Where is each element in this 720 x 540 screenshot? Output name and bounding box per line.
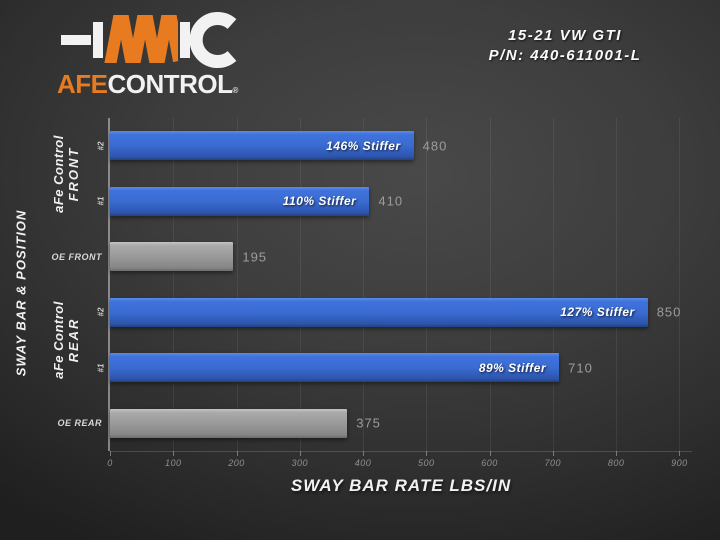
x-tick-label: 300 xyxy=(291,458,309,468)
group-label-position: FRONT xyxy=(66,146,81,201)
bar-value: 480 xyxy=(422,138,448,154)
x-tick-label: 800 xyxy=(607,458,625,468)
bar: 146% Stiffer xyxy=(110,131,414,161)
brand-wordmark: AFECONTROL® xyxy=(57,69,238,100)
vehicle-title: 15-21 VW GTI xyxy=(508,27,622,44)
x-tick xyxy=(426,451,428,456)
bar xyxy=(110,242,234,272)
group-label-series: aFe Control xyxy=(51,134,66,213)
y-axis-line xyxy=(108,118,110,451)
bar: 110% Stiffer xyxy=(110,186,370,216)
x-tick xyxy=(363,451,365,456)
x-tick-label: 700 xyxy=(544,458,562,468)
grid-line xyxy=(236,118,238,451)
grid-line xyxy=(552,118,554,451)
bar-tick-label: #1 xyxy=(96,196,106,206)
x-axis-line xyxy=(110,451,692,452)
x-axis-title: SWAY BAR RATE LBS/IN xyxy=(290,476,512,495)
header-title: 15-21 VW GTI P/N: 440-611001-L xyxy=(415,26,715,66)
brand-afe: AFE xyxy=(57,69,108,99)
x-tick-label: 100 xyxy=(164,458,182,468)
x-tick xyxy=(616,451,618,456)
part-number: P/N: 440-611001-L xyxy=(488,47,642,64)
bar-annotation: 146% Stiffer xyxy=(326,138,401,153)
group-label: aFe Control REAR xyxy=(51,301,81,379)
bar-tick-label: #2 xyxy=(96,307,106,317)
x-tick xyxy=(110,451,111,456)
grid-line xyxy=(363,118,365,451)
group-label: aFe Control FRONT xyxy=(51,135,81,213)
coilover-spring-icon xyxy=(61,12,237,68)
bar-value: 410 xyxy=(378,193,404,209)
group-label-series: aFe Control xyxy=(51,301,66,379)
bar-value: 710 xyxy=(568,360,593,376)
bar-value: 195 xyxy=(242,249,268,265)
bar xyxy=(110,408,348,438)
x-tick xyxy=(679,451,681,456)
grid-line xyxy=(679,118,681,451)
bar-tick-label: OE FRONT xyxy=(51,251,102,262)
x-tick-label: 900 xyxy=(671,458,688,468)
grid-line xyxy=(426,118,428,451)
bar: 89% Stiffer xyxy=(110,353,560,383)
brand-control: CONTROL xyxy=(107,69,234,99)
grid-line xyxy=(173,118,175,451)
group-label-position: REAR xyxy=(66,317,81,363)
bar-tick-label: #1 xyxy=(96,363,106,373)
grid-line xyxy=(616,118,618,451)
x-tick-label: 200 xyxy=(228,458,245,468)
bar-tick-label: #2 xyxy=(96,141,106,151)
bar-tick-label: OE REAR xyxy=(57,418,102,429)
x-tick xyxy=(173,451,175,456)
x-tick-label: 600 xyxy=(481,458,498,468)
bar-value: 375 xyxy=(356,415,381,431)
x-tick-label: 400 xyxy=(354,458,372,468)
bar-annotation: 89% Stiffer xyxy=(478,360,547,375)
x-tick-label: 500 xyxy=(418,458,435,468)
x-tick-label: 0 xyxy=(107,458,113,468)
bar-annotation: 110% Stiffer xyxy=(282,194,357,209)
bar-annotation: 127% Stiffer xyxy=(560,305,635,320)
x-tick xyxy=(299,451,301,456)
registered-mark: ® xyxy=(232,86,239,95)
x-tick xyxy=(552,451,554,456)
x-tick xyxy=(236,451,238,456)
bar-value: 850 xyxy=(656,304,682,320)
bar: 127% Stiffer xyxy=(110,297,648,327)
grid-line xyxy=(489,118,491,451)
grid-line xyxy=(299,118,301,451)
x-tick xyxy=(489,451,491,456)
